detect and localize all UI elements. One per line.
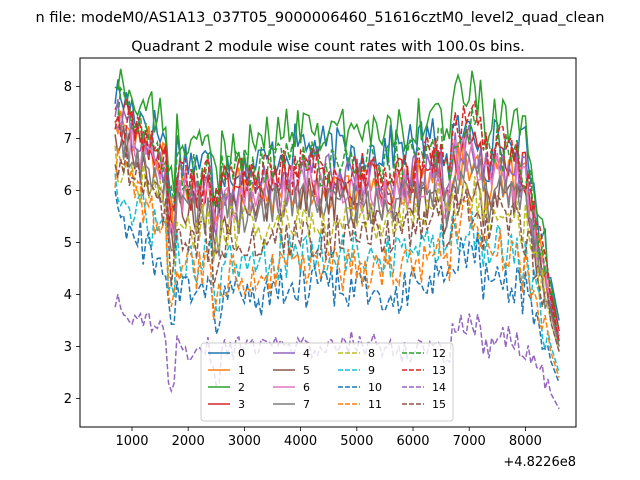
legend-label-2: 2: [238, 381, 245, 394]
x-tick-label: 8000: [509, 434, 542, 449]
legend-label-8: 8: [368, 347, 375, 360]
y-tick-label: 2: [64, 392, 72, 407]
series-line-15: [114, 147, 560, 352]
x-offset-label: +4.8226e8: [503, 455, 576, 470]
legend-label-11: 11: [368, 398, 382, 411]
legend-label-9: 9: [368, 364, 375, 377]
x-tick-label: 3000: [228, 434, 261, 449]
series-line-5: [114, 125, 560, 342]
y-tick-label: 4: [64, 288, 72, 303]
series-line-0: [114, 79, 560, 321]
legend-label-6: 6: [303, 381, 310, 394]
y-tick-label: 8: [64, 80, 72, 95]
y-tick-label: 3: [64, 340, 72, 355]
legend-label-12: 12: [432, 347, 446, 360]
legend-label-14: 14: [432, 381, 446, 394]
series-line-14: [114, 294, 560, 410]
series-line-11: [114, 148, 560, 378]
series-line-2: [114, 68, 560, 332]
series-line-7: [114, 124, 560, 347]
x-tick-label: 6000: [396, 434, 429, 449]
series-line-13: [114, 99, 560, 342]
chart-title: Quadrant 2 module wise count rates with …: [131, 39, 525, 55]
legend-label-13: 13: [432, 364, 446, 377]
series-line-9: [114, 173, 560, 373]
y-axis: 2 3 4 5 6 7 8: [64, 80, 80, 407]
legend-label-1: 1: [238, 364, 245, 377]
x-tick-label: 1000: [115, 434, 148, 449]
y-tick-label: 7: [64, 132, 72, 147]
series-group: [114, 68, 560, 410]
legend-box: [200, 342, 454, 422]
series-line-8: [114, 145, 560, 352]
x-tick-label: 4000: [284, 434, 317, 449]
x-tick-label: 7000: [453, 434, 486, 449]
legend-label-10: 10: [368, 381, 382, 394]
y-tick-label: 6: [64, 184, 72, 199]
legend-label-7: 7: [303, 398, 310, 411]
plot-area: [79, 57, 577, 428]
x-tick-label: 2000: [172, 434, 205, 449]
legend-label-3: 3: [238, 398, 245, 411]
y-tick-label: 5: [64, 236, 72, 251]
figure-suptitle: n file: modeM0/AS1A13_037T05_9000006460_…: [36, 10, 605, 26]
x-axis: 1000 2000 3000 4000 5000 6000 7000 8000: [115, 427, 542, 449]
legend-label-0: 0: [238, 347, 245, 360]
x-tick-label: 5000: [340, 434, 373, 449]
legend-label-4: 4: [303, 347, 310, 360]
legend-label-15: 15: [432, 398, 446, 411]
legend-label-5: 5: [303, 364, 310, 377]
